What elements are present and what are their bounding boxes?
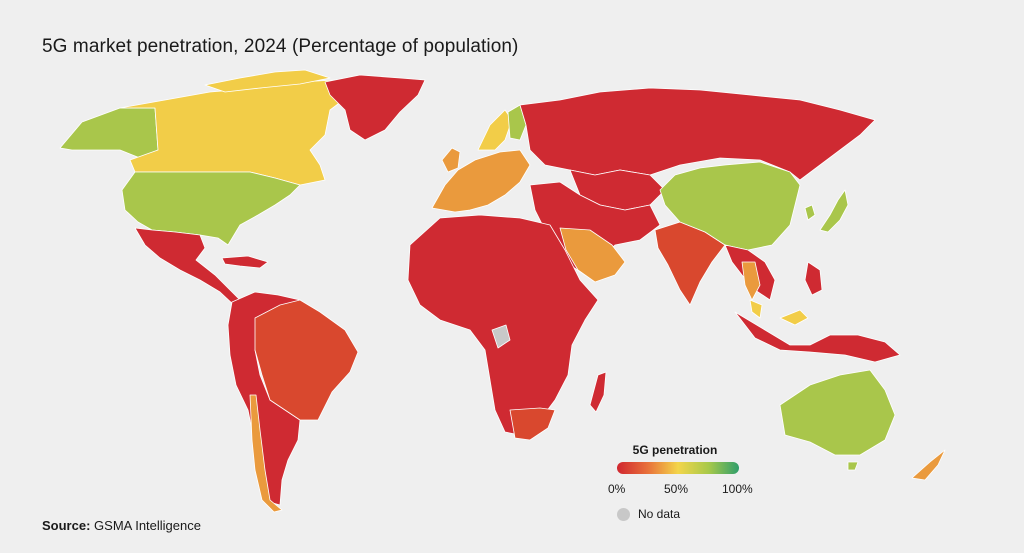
region-russia[interactable] bbox=[519, 87, 876, 181]
region-new-zealand[interactable] bbox=[911, 449, 946, 481]
region-greenland[interactable] bbox=[324, 74, 426, 141]
region-western-europe[interactable] bbox=[431, 149, 531, 213]
legend-tick-min: 0% bbox=[608, 482, 626, 496]
region-philippines[interactable] bbox=[804, 261, 823, 296]
region-alaska[interactable] bbox=[59, 107, 159, 159]
legend-tick-max: 100% bbox=[722, 482, 753, 496]
region-nordics[interactable] bbox=[477, 109, 513, 151]
map-title: 5G market penetration, 2024 (Percentage … bbox=[42, 36, 519, 57]
region-malaysia-borneo[interactable] bbox=[779, 309, 809, 326]
region-africa[interactable] bbox=[407, 214, 599, 436]
region-madagascar[interactable] bbox=[589, 371, 607, 413]
region-mexico-central-america[interactable] bbox=[134, 227, 241, 307]
region-south-africa[interactable] bbox=[509, 407, 556, 441]
region-caribbean[interactable] bbox=[221, 255, 269, 269]
region-canada-islands[interactable] bbox=[204, 69, 331, 93]
region-saudi-arabia[interactable] bbox=[559, 227, 626, 283]
region-chile[interactable] bbox=[249, 394, 283, 513]
region-indonesia[interactable] bbox=[734, 311, 901, 363]
region-japan[interactable] bbox=[819, 189, 849, 233]
source-text: GSMA Intelligence bbox=[94, 518, 201, 533]
no-data-swatch bbox=[617, 507, 630, 521]
region-australia[interactable] bbox=[779, 369, 896, 456]
region-united-states[interactable] bbox=[121, 171, 301, 246]
legend-tick-mid: 50% bbox=[664, 482, 689, 496]
no-data-label: No data bbox=[638, 507, 681, 521]
region-south-korea[interactable] bbox=[804, 204, 816, 221]
region-china[interactable] bbox=[659, 161, 801, 251]
region-malaysia[interactable] bbox=[749, 299, 763, 319]
source-label: Source: bbox=[42, 518, 91, 533]
legend-color-scale bbox=[617, 462, 739, 474]
region-gabon[interactable] bbox=[491, 324, 511, 349]
region-tasmania[interactable] bbox=[847, 461, 859, 471]
region-uk[interactable] bbox=[441, 147, 461, 173]
source-note: Source: GSMA Intelligence bbox=[42, 518, 201, 533]
region-finland[interactable] bbox=[507, 104, 527, 141]
region-thailand[interactable] bbox=[741, 261, 761, 301]
legend-title: 5G penetration bbox=[632, 443, 718, 457]
region-brazil[interactable] bbox=[254, 299, 359, 421]
legend-no-data: No data bbox=[617, 507, 680, 521]
